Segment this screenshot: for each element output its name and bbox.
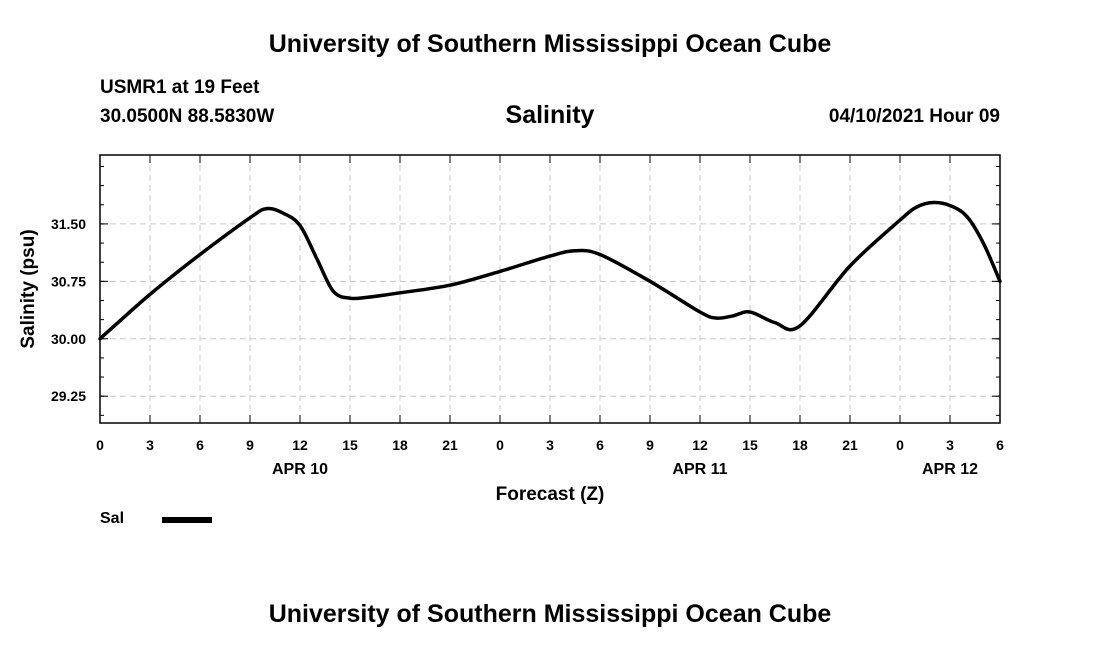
y-tick-label: 30.00 [51, 331, 86, 347]
x-tick-label: 0 [96, 437, 104, 453]
y-tick-label: 31.50 [51, 216, 86, 232]
legend-swatch [162, 517, 212, 523]
x-tick-label: 18 [792, 437, 808, 453]
grid-lines [100, 155, 1000, 423]
x-tick-label: 12 [692, 437, 708, 453]
legend-label: Sal [100, 510, 125, 527]
date-label: APR 10 [272, 461, 328, 478]
date-label: APR 12 [922, 461, 978, 478]
x-tick-label: 18 [392, 437, 408, 453]
coordinates-label: 30.0500N 88.5830W [100, 106, 275, 127]
x-tick-label: 3 [546, 437, 554, 453]
axis-labels: 0 3 6 9 12 15 18 21 0 3 6 9 12 15 18 21 0 3 6 29.25 30.00 30.… [18, 216, 1004, 505]
x-tick-label: 3 [946, 437, 954, 453]
x-tick-label: 0 [496, 437, 504, 453]
x-tick-label: 9 [646, 437, 654, 453]
footer-title: University of Southern Mississippi Ocean… [268, 600, 832, 628]
series-line-sal [98, 200, 1002, 341]
forecast-datetime: 04/10/2021 Hour 09 [828, 106, 1000, 127]
x-tick-label: 21 [442, 437, 458, 453]
y-tick-label: 29.25 [51, 388, 86, 404]
station-label: USMR1 at 19 Feet [100, 77, 260, 98]
x-tick-label: 6 [196, 437, 204, 453]
x-tick-label: 12 [292, 437, 308, 453]
y-tick-label: 30.75 [51, 273, 86, 289]
x-tick-label: 3 [146, 437, 154, 453]
x-tick-label: 15 [742, 437, 758, 453]
x-tick-label: 6 [996, 437, 1004, 453]
axes [99, 154, 1001, 424]
series-layer [98, 200, 1002, 341]
x-tick-label: 0 [896, 437, 904, 453]
plot-frame [99, 154, 1001, 424]
y-axis-label: Salinity (psu) [18, 229, 39, 348]
x-axis-label: Forecast (Z) [496, 484, 605, 505]
chart-title: Salinity [505, 101, 595, 129]
x-tick-label: 15 [342, 437, 358, 453]
x-tick-label: 9 [246, 437, 254, 453]
x-tick-label: 21 [842, 437, 858, 453]
date-label: APR 11 [672, 461, 727, 478]
x-tick-label: 6 [596, 437, 604, 453]
page-title: University of Southern Mississippi Ocean… [268, 30, 832, 58]
